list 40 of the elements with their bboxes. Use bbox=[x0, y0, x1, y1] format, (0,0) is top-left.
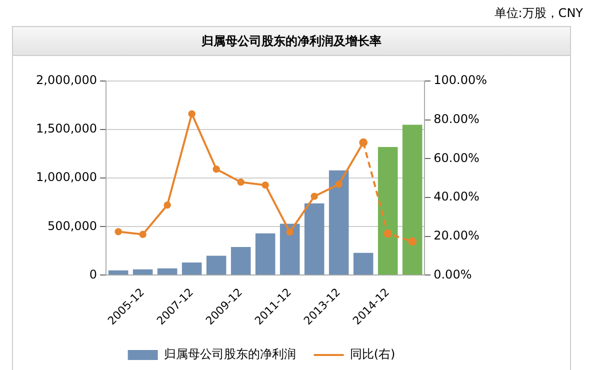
bar bbox=[280, 224, 300, 275]
y2-tick-label: 20.00% bbox=[434, 228, 480, 242]
legend-label: 归属母公司股东的净利润 bbox=[164, 347, 296, 362]
point bbox=[262, 181, 269, 189]
legend-label: 同比(右) bbox=[350, 347, 396, 362]
point bbox=[384, 229, 392, 238]
bar bbox=[157, 268, 178, 275]
text: 单位:万股，CNY bbox=[494, 4, 583, 22]
bar bbox=[402, 124, 422, 275]
point bbox=[114, 228, 122, 236]
y-tick-label: 2,000,000 bbox=[36, 73, 98, 88]
y-tick-label: 500,000 bbox=[47, 218, 98, 233]
bar bbox=[255, 233, 276, 275]
point bbox=[335, 180, 342, 188]
bar bbox=[108, 270, 128, 275]
point bbox=[139, 230, 146, 238]
bar bbox=[206, 256, 226, 275]
point bbox=[237, 178, 244, 186]
y2-tick-label: 80.00% bbox=[434, 112, 480, 126]
bar bbox=[182, 262, 202, 275]
bar bbox=[132, 269, 153, 275]
point bbox=[164, 201, 171, 209]
y2-tick-label: 0.00% bbox=[434, 267, 472, 282]
y-tick-label: 1,500,000 bbox=[36, 122, 98, 136]
y2-tick-label: 60.00% bbox=[434, 150, 480, 165]
bar bbox=[378, 147, 398, 275]
point bbox=[408, 237, 417, 246]
bar bbox=[328, 170, 349, 275]
chart-title: 归属母公司股东的净利润及增长率 bbox=[13, 27, 570, 56]
point bbox=[188, 110, 196, 118]
point bbox=[212, 166, 220, 173]
y-tick-label: 0 bbox=[89, 267, 98, 282]
bar bbox=[353, 252, 374, 275]
y2-tick-label: 40.00% bbox=[434, 190, 480, 204]
y2-tick-label: 100.00% bbox=[434, 73, 487, 88]
bar bbox=[304, 203, 324, 275]
bar bbox=[230, 247, 251, 275]
point bbox=[310, 192, 318, 200]
point bbox=[286, 228, 294, 236]
y-tick-label: 1,000,000 bbox=[36, 170, 98, 184]
